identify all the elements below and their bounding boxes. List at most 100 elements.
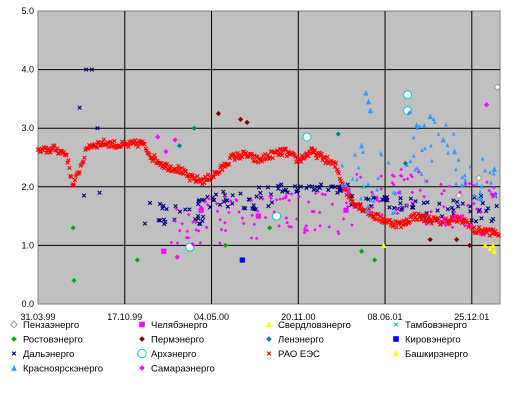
series-point bbox=[479, 184, 484, 189]
series-point bbox=[191, 125, 197, 131]
series-point bbox=[313, 228, 317, 232]
series-point bbox=[490, 192, 494, 197]
series-point bbox=[423, 145, 427, 151]
series-point bbox=[408, 109, 412, 114]
series-point bbox=[343, 207, 349, 213]
series-point bbox=[402, 177, 406, 182]
series-point bbox=[385, 198, 390, 203]
series-point bbox=[284, 153, 289, 159]
series-point bbox=[183, 169, 189, 174]
legend-label: Ростовэнерго bbox=[23, 335, 83, 346]
series-point bbox=[355, 177, 359, 182]
series-point bbox=[176, 143, 183, 149]
series-point bbox=[194, 228, 199, 232]
data-marks bbox=[35, 67, 502, 284]
series-point bbox=[387, 205, 392, 210]
series-point bbox=[265, 185, 271, 190]
series-point bbox=[346, 190, 351, 195]
series-point bbox=[255, 209, 260, 213]
series-point bbox=[474, 181, 479, 186]
series-point bbox=[211, 197, 216, 202]
series-point bbox=[241, 221, 246, 226]
legend-label: Тамбовэнерго bbox=[405, 320, 467, 331]
legend-item: Тамбовэнерго bbox=[393, 320, 467, 331]
series-point bbox=[302, 230, 307, 235]
series-point bbox=[371, 195, 376, 200]
series-point bbox=[132, 138, 138, 143]
series-point bbox=[336, 231, 341, 236]
series-point bbox=[193, 217, 198, 222]
series-point bbox=[410, 174, 414, 179]
series-point bbox=[440, 191, 444, 196]
series-point bbox=[202, 180, 207, 186]
series-point bbox=[157, 201, 163, 207]
legend-label: Свердловэнерго bbox=[278, 320, 351, 331]
series-point bbox=[256, 185, 262, 190]
series-point bbox=[460, 182, 464, 187]
series-point bbox=[368, 197, 373, 202]
series-point bbox=[164, 206, 169, 212]
series-point bbox=[451, 198, 456, 203]
series-point bbox=[454, 199, 460, 205]
series-point bbox=[359, 142, 365, 149]
series-point bbox=[408, 196, 414, 201]
series-point bbox=[487, 245, 493, 251]
series-point bbox=[366, 181, 370, 187]
series-point bbox=[436, 131, 441, 136]
series-point bbox=[340, 163, 345, 168]
series-point bbox=[411, 135, 416, 140]
series-point bbox=[326, 187, 331, 193]
legend-label: Архэнерго bbox=[151, 349, 196, 360]
series-point bbox=[419, 171, 424, 176]
series-point bbox=[412, 200, 416, 205]
series-point bbox=[403, 90, 413, 100]
legend-marker bbox=[393, 322, 399, 327]
series-point bbox=[310, 209, 315, 214]
series-point bbox=[398, 201, 403, 206]
series-point bbox=[452, 209, 457, 214]
series-point bbox=[194, 220, 198, 225]
series-point bbox=[82, 155, 87, 160]
series-point bbox=[217, 202, 223, 207]
series-point bbox=[304, 224, 309, 228]
series-point bbox=[398, 189, 402, 194]
series-point bbox=[308, 151, 313, 156]
series-point bbox=[491, 195, 495, 199]
series-point bbox=[359, 196, 363, 201]
series-point bbox=[443, 223, 448, 228]
series-1 bbox=[161, 207, 486, 254]
series-point bbox=[325, 154, 330, 160]
series-point bbox=[440, 136, 446, 143]
series-point bbox=[400, 205, 405, 211]
series-point bbox=[492, 185, 496, 190]
series-point bbox=[484, 208, 489, 214]
series-point bbox=[279, 182, 284, 187]
series-point bbox=[494, 203, 499, 209]
series-12 bbox=[340, 89, 498, 215]
legend-marker bbox=[393, 336, 399, 342]
series-point bbox=[252, 222, 257, 227]
series-point bbox=[415, 165, 420, 170]
series-point bbox=[478, 189, 483, 194]
series-point bbox=[488, 169, 492, 175]
legend-item: Архэнерго bbox=[137, 348, 196, 360]
series-point bbox=[205, 202, 210, 207]
series-point bbox=[164, 161, 170, 167]
series-point bbox=[386, 160, 391, 165]
series-point bbox=[454, 191, 463, 200]
legend-label: Самараэнерго bbox=[151, 364, 215, 375]
series-point bbox=[244, 119, 250, 125]
series-point bbox=[422, 194, 426, 199]
series-point bbox=[283, 195, 288, 200]
series-point bbox=[493, 229, 498, 234]
series-point bbox=[358, 175, 363, 180]
series-point bbox=[474, 207, 479, 211]
legend-label: Челябэнерго bbox=[151, 320, 208, 331]
series-point bbox=[211, 174, 216, 180]
series-point bbox=[222, 242, 229, 248]
y-tick-label: 5.0 bbox=[21, 6, 34, 16]
series-point bbox=[213, 192, 219, 197]
legend-marker bbox=[139, 336, 145, 342]
series-point bbox=[330, 202, 335, 206]
